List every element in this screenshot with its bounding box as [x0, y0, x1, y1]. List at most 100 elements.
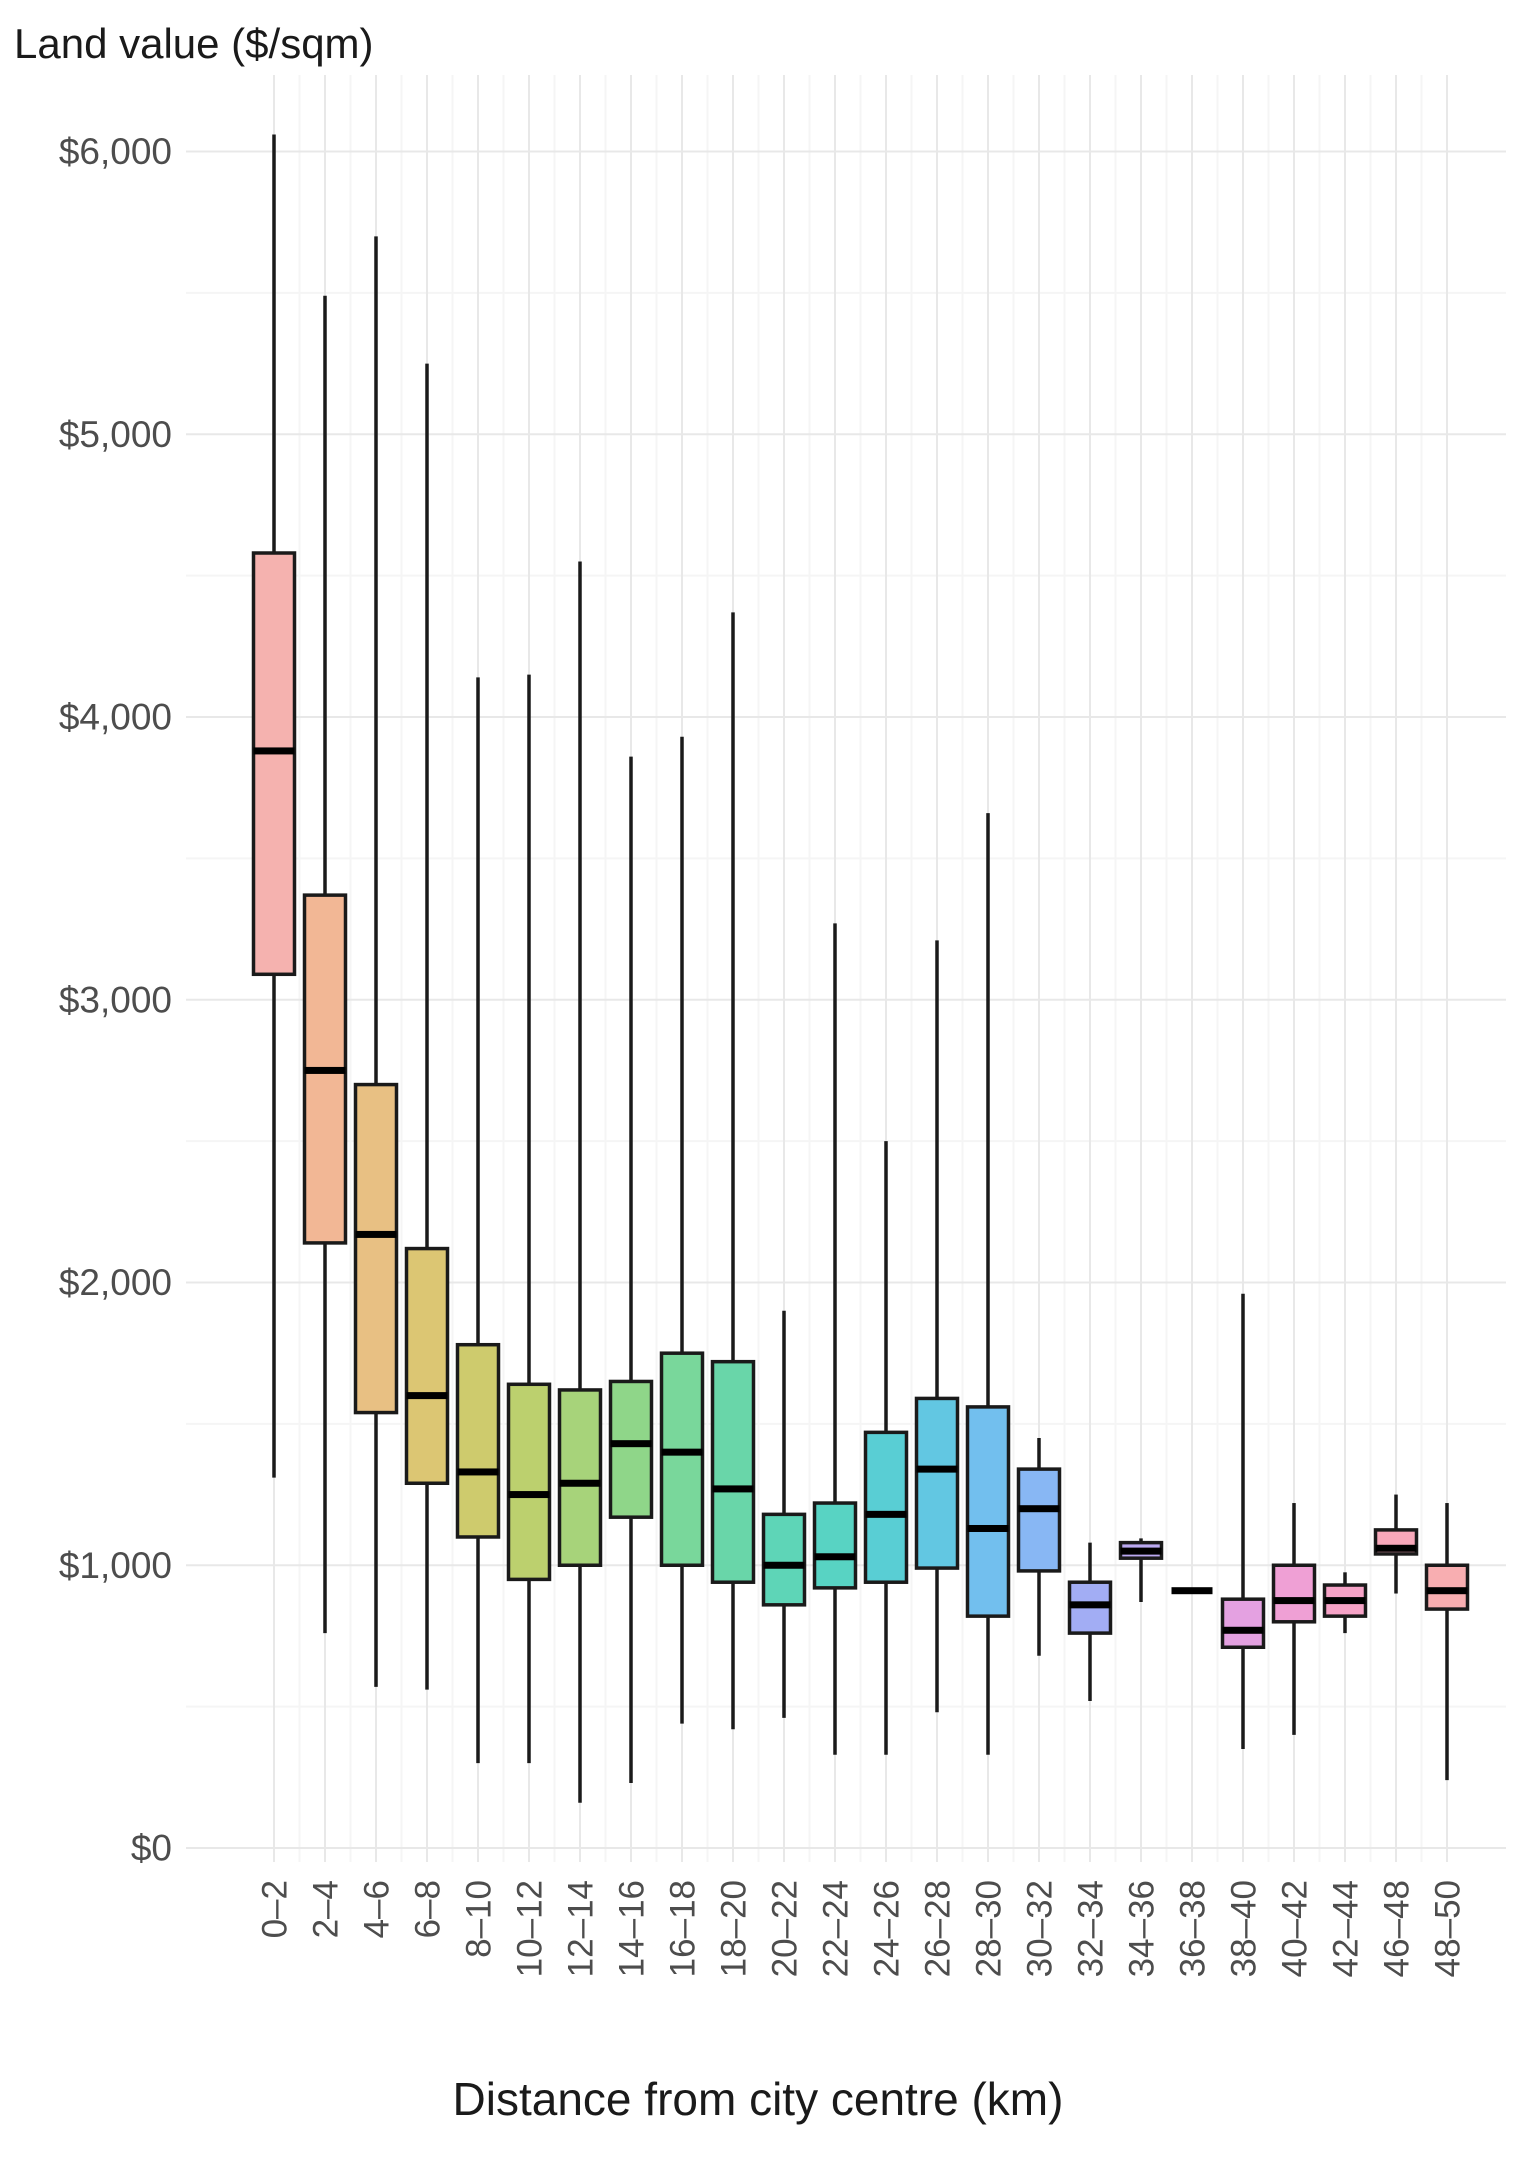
box-20-22: [761, 1310, 807, 1718]
median-line: [712, 1485, 754, 1493]
y-tick-label: $0: [131, 1828, 172, 1869]
box-16-18: [659, 736, 705, 1724]
median-line: [916, 1465, 958, 1473]
x-tick-label: 30–32: [1021, 1880, 1060, 1977]
y-tick-label: $1,000: [59, 1545, 172, 1586]
y-tick-label: $6,000: [59, 131, 172, 172]
box-18-20: [710, 612, 756, 1730]
iqr-box: [914, 1396, 960, 1570]
box-40-42: [1271, 1503, 1317, 1735]
median-line: [1222, 1626, 1264, 1634]
iqr-box: [761, 1512, 807, 1607]
iqr-box: [1271, 1563, 1317, 1624]
box-42-44: [1322, 1572, 1368, 1634]
box-8-10: [455, 677, 501, 1764]
box-48-50: [1424, 1503, 1470, 1781]
iqr-box: [1220, 1597, 1266, 1649]
median-line: [1171, 1587, 1213, 1595]
x-tick-label: 32–34: [1072, 1880, 1111, 1977]
iqr-box: [251, 551, 297, 977]
median-line: [457, 1468, 499, 1476]
box-10-12: [506, 674, 552, 1764]
median-line: [814, 1553, 856, 1561]
x-tick-label: 38–40: [1225, 1880, 1264, 1977]
median-line: [967, 1524, 1009, 1532]
median-line: [253, 747, 295, 755]
median-line: [559, 1479, 601, 1487]
iqr-box: [455, 1342, 501, 1539]
median-line: [304, 1066, 346, 1074]
x-tick-label: 16–18: [664, 1880, 703, 1977]
median-line: [1120, 1547, 1162, 1555]
box-32-34: [1067, 1542, 1113, 1701]
x-tick-label: 20–22: [766, 1880, 805, 1977]
x-tick-label: 40–42: [1276, 1880, 1315, 1977]
x-tick-label: 34–36: [1123, 1880, 1162, 1977]
median-line: [1069, 1601, 1111, 1609]
median-line: [661, 1448, 703, 1456]
iqr-box: [659, 1351, 705, 1567]
box-38-40: [1220, 1293, 1266, 1750]
box-46-48: [1373, 1494, 1419, 1594]
median-line: [508, 1491, 550, 1499]
median-line: [610, 1440, 652, 1448]
box-12-14: [557, 561, 603, 1803]
median-line: [763, 1561, 805, 1569]
median-line: [1426, 1587, 1468, 1595]
box-14-16: [608, 756, 654, 1783]
x-tick-label: 26–28: [919, 1880, 958, 1977]
median-line: [355, 1230, 397, 1238]
iqr-box: [812, 1501, 858, 1590]
box-28-30: [965, 813, 1011, 1755]
box-2-4: [302, 295, 348, 1634]
box-36-38: [1171, 1587, 1213, 1595]
x-tick-label: 10–12: [511, 1880, 550, 1977]
x-tick-label: 48–50: [1429, 1880, 1468, 1977]
x-tick-label: 36–38: [1174, 1880, 1213, 1977]
x-tick-label: 42–44: [1327, 1880, 1366, 1977]
box-0-2: [251, 134, 297, 1478]
y-tick-label: $4,000: [59, 697, 172, 738]
iqr-box: [506, 1382, 552, 1582]
box-6-8: [404, 363, 450, 1690]
y-tick-label: $3,000: [59, 979, 172, 1020]
x-tick-label: 12–14: [562, 1880, 601, 1977]
median-line: [1324, 1597, 1366, 1605]
box-30-32: [1016, 1438, 1062, 1656]
box-22-24: [812, 923, 858, 1755]
x-tick-label: 24–26: [868, 1880, 907, 1977]
iqr-box: [557, 1388, 603, 1567]
iqr-box: [710, 1359, 756, 1584]
y-axis-title: Land value ($/sqm): [14, 20, 374, 67]
box-26-28: [914, 940, 960, 1713]
box-4-6: [353, 236, 399, 1687]
y-tick-label: $5,000: [59, 414, 172, 455]
x-tick-label: 4–6: [358, 1880, 397, 1938]
median-line: [1018, 1505, 1060, 1513]
median-line: [865, 1510, 907, 1518]
iqr-box: [965, 1405, 1011, 1618]
iqr-box: [1424, 1563, 1470, 1611]
median-line: [406, 1392, 448, 1400]
x-tick-label: 8–10: [460, 1880, 499, 1958]
x-tick-label: 2–4: [307, 1880, 346, 1938]
x-axis-title: Distance from city centre (km): [452, 2073, 1064, 2125]
x-tick-label: 22–24: [817, 1880, 856, 1977]
y-tick-label: $2,000: [59, 1262, 172, 1303]
median-line: [1375, 1544, 1417, 1552]
iqr-box: [608, 1379, 654, 1519]
x-tick-label: 28–30: [970, 1880, 1009, 1977]
iqr-box: [1016, 1467, 1062, 1573]
box-34-36: [1118, 1538, 1164, 1603]
iqr-box: [404, 1246, 450, 1486]
x-tick-label: 14–16: [613, 1880, 652, 1977]
x-tick-label: 0–2: [256, 1880, 295, 1938]
x-tick-label: 46–48: [1378, 1880, 1417, 1977]
box-24-26: [863, 1141, 909, 1755]
iqr-box: [353, 1082, 399, 1415]
median-line: [1273, 1597, 1315, 1605]
x-tick-label: 18–20: [715, 1880, 754, 1977]
x-tick-label: 6–8: [409, 1880, 448, 1938]
